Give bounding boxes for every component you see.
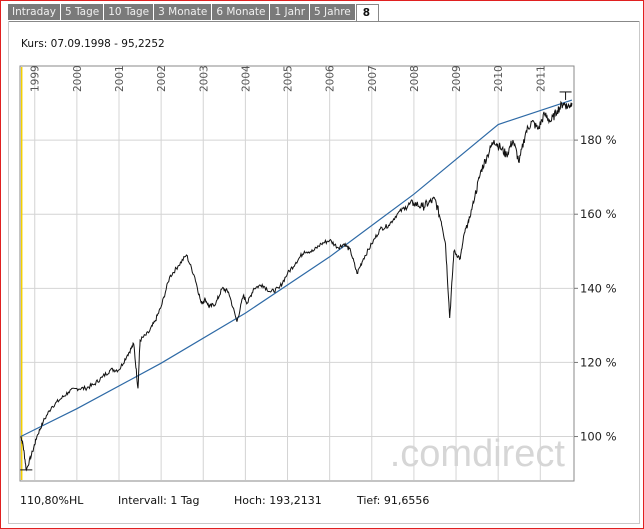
tab-1-jahr[interactable]: 1 Jahr [270, 4, 311, 20]
y-tick-label: 100 % [580, 430, 617, 444]
x-tick-label: 2000 [72, 65, 84, 92]
y-tick-label: 180 % [580, 133, 617, 147]
footer-change: 110,80%HL [20, 494, 84, 507]
x-tick-label: 2006 [325, 65, 337, 92]
kurs-readout: Kurs: 07.09.1998 - 95,2252 [21, 38, 165, 50]
tab-max[interactable]: 8 [355, 4, 380, 22]
y-tick-label: 140 % [580, 281, 617, 295]
tab-5-jahre[interactable]: 5 Jahre [310, 4, 356, 20]
hi-lo-markers [20, 91, 572, 471]
x-tick-label: 2001 [114, 65, 126, 92]
footer-low: Tief: 91,6556 [357, 494, 430, 507]
x-tick-label: 2009 [451, 65, 463, 92]
x-tick-label: 2010 [493, 65, 505, 92]
tab-intraday[interactable]: Intraday [8, 4, 61, 20]
x-tick-label: 2011 [535, 65, 547, 92]
y-tick-label: 160 % [580, 207, 617, 221]
period-tabs: Intraday 5 Tage 10 Tage 3 Monate 6 Monat… [8, 4, 380, 22]
x-tick-label: 2007 [367, 65, 379, 92]
price-series [20, 100, 573, 472]
tab-10-tage[interactable]: 10 Tage [104, 4, 155, 20]
plot-area [19, 65, 575, 482]
comdirect-watermark: .comdirect [390, 433, 566, 475]
x-tick-label: 2005 [283, 65, 295, 92]
tab-5-tage[interactable]: 5 Tage [60, 4, 105, 20]
tab-6-monate[interactable]: 6 Monate [212, 4, 271, 20]
x-tick-label: 2003 [198, 65, 210, 92]
x-tick-label: 2008 [409, 65, 421, 92]
x-tick-label: 1999 [30, 65, 42, 92]
y-tick-label: 120 % [580, 355, 617, 369]
gridlines [21, 67, 573, 480]
footer-interval: Intervall: 1 Tag [118, 494, 200, 507]
chart-panel [8, 21, 640, 524]
x-tick-label: 2004 [240, 65, 252, 92]
trend-curve [20, 99, 573, 438]
x-tick-label: 2002 [156, 65, 168, 92]
tab-3-monate[interactable]: 3 Monate [154, 4, 213, 20]
tab-divider [8, 21, 639, 22]
footer-high: Hoch: 193,2131 [234, 494, 322, 507]
x-axis-ticks: 1999 2000 2001 2002 2003 2004 2005 2006 2007 2008… [30, 65, 548, 92]
y-axis-ticks: 100 % 120 % 140 % 160 % 180 % [574, 133, 617, 444]
